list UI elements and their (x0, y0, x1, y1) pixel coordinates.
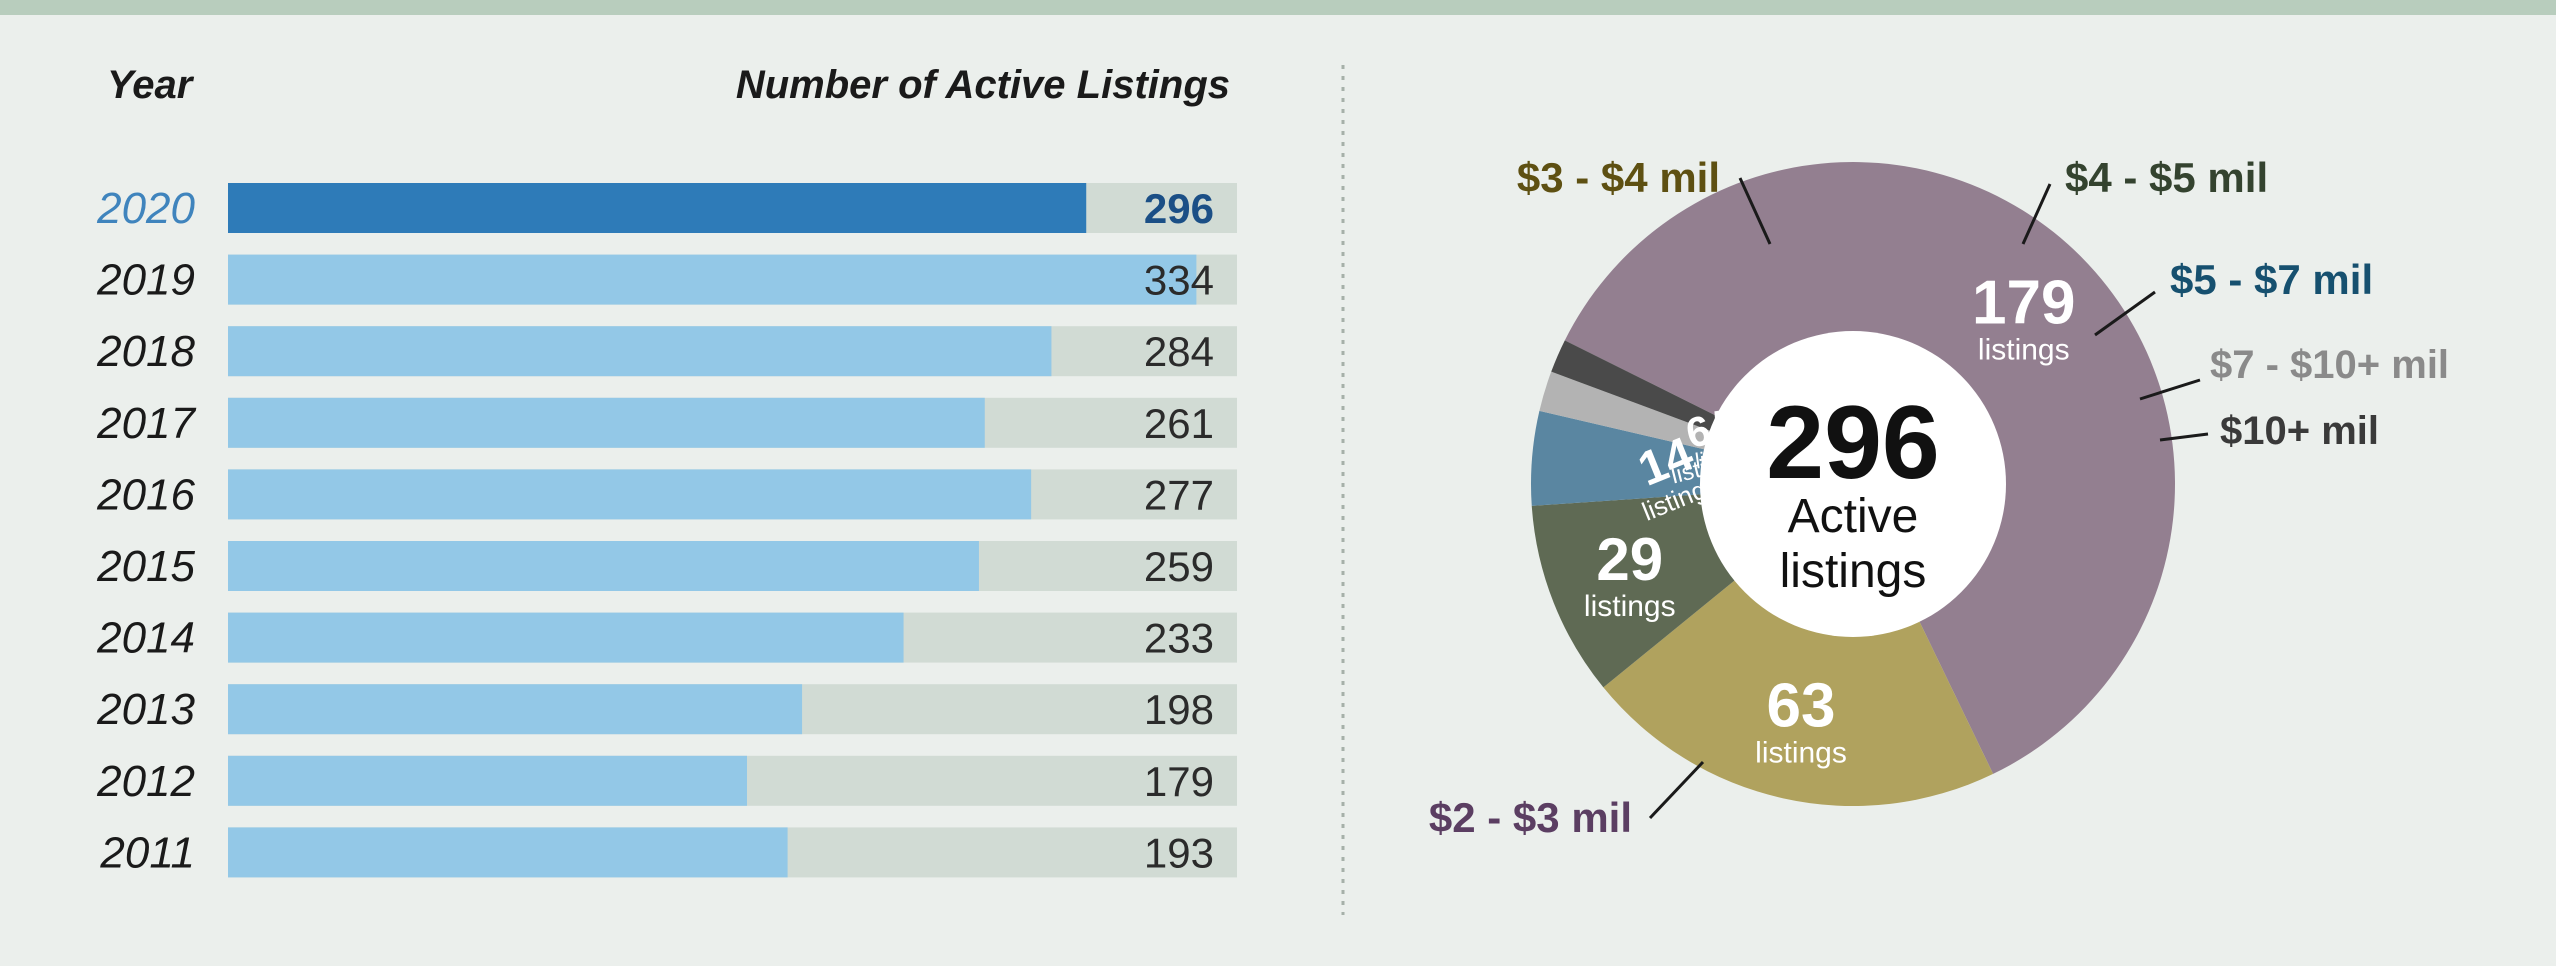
slice-category-label: $4 - $5 mil (2065, 154, 2268, 201)
value-label: 277 (1144, 471, 1214, 518)
year-label: 2012 (96, 757, 195, 806)
slice-unit: listings (1755, 736, 1847, 769)
bar-chart: 2020 296 2019 334 2018 284 2017 261 2016 277 2015 2… (96, 183, 1237, 878)
bar-2017 (228, 397, 985, 448)
slice-category-label: $2 - $3 mil (1429, 794, 1632, 841)
value-label: 296 (1144, 185, 1214, 232)
year-label: 2018 (96, 327, 195, 376)
slice-value: 63 (1767, 671, 1836, 740)
bar-2012 (228, 755, 747, 806)
slice-category-label: $5 - $7 mil (2170, 256, 2373, 303)
slice-unit: listings (1584, 590, 1676, 623)
value-label: 179 (1144, 758, 1214, 805)
donut-center-label-2: listings (1780, 545, 1927, 598)
bar-ylabel: Year (107, 63, 195, 107)
top-rule (0, 0, 2556, 15)
value-label: 233 (1144, 615, 1214, 662)
value-label: 193 (1144, 829, 1214, 876)
year-label: 2011 (99, 828, 195, 877)
year-label: 2014 (96, 614, 195, 663)
slice-unit: listings (1978, 333, 2070, 366)
value-label: 334 (1144, 257, 1214, 304)
leader-line (2139, 378, 2201, 401)
leader-line (2094, 290, 2156, 337)
year-label: 2017 (96, 399, 196, 448)
bar-2011 (228, 827, 788, 878)
bar-2014 (228, 612, 904, 663)
bar-2015 (228, 541, 979, 591)
year-label: 2013 (96, 685, 195, 734)
bar-2019 (228, 254, 1197, 305)
value-label: 284 (1144, 328, 1214, 375)
value-label: 261 (1144, 400, 1214, 447)
donut-center-value: 296 (1766, 385, 1940, 501)
year-label: 2019 (96, 256, 195, 305)
slice-category-label: $7 - $10+ mil (2210, 343, 2449, 387)
year-label: 2020 (96, 184, 195, 233)
year-label: 2015 (96, 542, 195, 591)
donut-hole (1700, 331, 2006, 637)
donut-center-label-1: Active (1788, 490, 1919, 543)
leader-line (1648, 760, 1705, 820)
leader-line (2159, 432, 2209, 442)
slice-category-label: $10+ mil (2220, 409, 2379, 453)
slice-category-label: $3 - $4 mil (1517, 154, 1720, 201)
bar-xlabel: Number of Active Listings (736, 63, 1230, 107)
bar-2016 (228, 469, 1032, 520)
bar-2018 (228, 326, 1052, 377)
value-label: 259 (1144, 543, 1214, 590)
bar-2013 (228, 684, 803, 735)
slice-value: 179 (1972, 268, 2075, 337)
leader-line (1738, 177, 1772, 245)
leader-line (2021, 183, 2052, 245)
slice-value: 29 (1596, 526, 1663, 593)
slice-1 (1603, 484, 1994, 806)
year-label: 2016 (96, 470, 195, 519)
value-label: 198 (1144, 686, 1214, 733)
bar-2020 (228, 183, 1087, 233)
